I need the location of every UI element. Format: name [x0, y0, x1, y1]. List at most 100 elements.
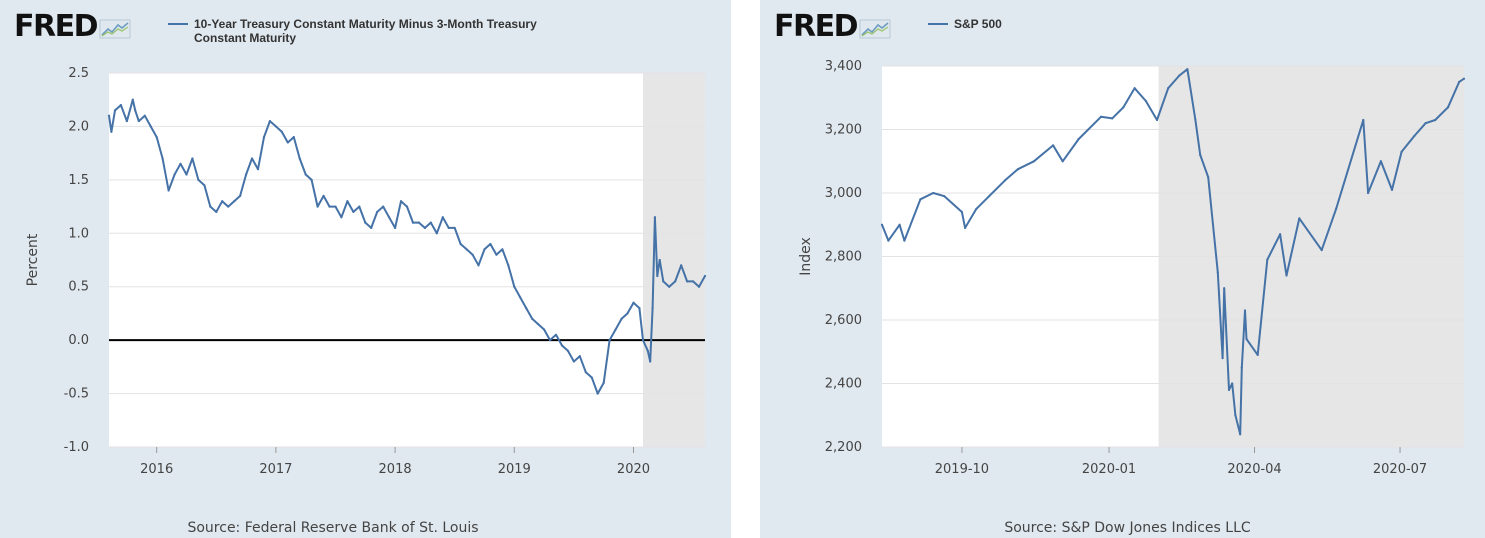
data-point: [903, 239, 906, 242]
data-point: [110, 130, 113, 133]
data-point: [328, 205, 331, 208]
data-point: [399, 200, 403, 203]
data-point: [651, 306, 654, 310]
y-tick-label: 3,200: [825, 123, 862, 138]
y-tick-label: -1.0: [64, 440, 89, 455]
x-tick-label: 2019: [498, 462, 531, 477]
data-point: [405, 205, 409, 208]
y-tick-label: -0.5: [64, 387, 89, 402]
data-point: [322, 194, 325, 197]
y-tick-label: 2,400: [825, 377, 862, 392]
y-tick-label: 2.0: [68, 119, 89, 134]
data-point: [1207, 176, 1210, 179]
data-point: [887, 239, 890, 242]
data-point: [501, 248, 504, 251]
data-point: [262, 136, 266, 139]
data-point: [1111, 117, 1114, 120]
data-point: [1186, 68, 1189, 71]
y-axis-title: Percent: [25, 233, 41, 286]
data-point: [1216, 271, 1219, 274]
legend-swatch: [168, 23, 188, 25]
data-point: [584, 371, 587, 374]
y-tick-label: 3,400: [825, 59, 862, 74]
data-point: [1099, 115, 1103, 118]
data-point: [703, 274, 707, 278]
data-point: [250, 157, 254, 160]
data-point: [919, 198, 922, 201]
data-point: [641, 339, 645, 342]
data-point: [477, 264, 480, 267]
data-point: [376, 210, 379, 214]
data-point: [602, 381, 605, 384]
data-point: [185, 173, 188, 176]
left-chart-panel: FRED 10-Year Treasury Constant Maturity …: [0, 0, 731, 538]
data-point: [646, 349, 649, 352]
data-point: [221, 200, 224, 203]
y-tick-label: 2,800: [825, 250, 862, 265]
data-point: [191, 157, 194, 160]
trend-graph-icon: [99, 19, 131, 39]
data-point: [626, 312, 629, 315]
data-point: [453, 226, 456, 230]
y-tick-label: 2.5: [68, 66, 89, 81]
data-point: [471, 253, 474, 256]
data-point: [1400, 150, 1403, 153]
data-point: [1167, 87, 1170, 90]
fred-logo: FRED: [774, 9, 859, 44]
data-point: [495, 253, 498, 256]
data-point: [566, 349, 570, 352]
y-tick-label: 2,600: [825, 313, 862, 328]
data-point: [304, 173, 307, 176]
data-point: [1243, 309, 1247, 312]
plot-area: [109, 73, 705, 447]
treasury-spread-chart: 2.5 2.0 1.5 1.0 0.5 0.0 -0.5 -1.0 2016 2017 2018 20…: [25, 66, 707, 477]
data-point: [1221, 357, 1224, 360]
data-point: [658, 258, 661, 262]
data-point: [519, 296, 522, 299]
data-point: [691, 280, 695, 283]
data-point: [358, 205, 361, 208]
fred-brand[interactable]: FRED: [774, 12, 891, 42]
data-point: [1458, 80, 1461, 83]
data-point: [608, 339, 611, 342]
data-point: [137, 119, 140, 123]
data-point: [1390, 188, 1394, 191]
data-point: [1178, 74, 1181, 77]
legend-label: S&P 500: [954, 17, 1002, 31]
data-point: [1366, 191, 1370, 195]
data-point: [167, 189, 170, 192]
x-tick-label: 2020-01: [1082, 462, 1136, 477]
data-point: [975, 207, 978, 210]
data-point: [1334, 207, 1338, 210]
recession-shading: [643, 73, 705, 447]
data-point: [1133, 87, 1136, 90]
data-point: [1462, 77, 1466, 80]
x-tick-label: 2020-04: [1227, 462, 1281, 477]
data-point: [1240, 366, 1243, 369]
data-point: [1285, 274, 1288, 277]
data-point: [542, 328, 546, 331]
data-point: [239, 194, 242, 197]
y-tick-label: 2,200: [825, 440, 862, 455]
data-point: [898, 223, 901, 226]
data-point: [531, 317, 534, 320]
data-point: [173, 173, 176, 176]
data-point: [1298, 217, 1301, 220]
data-point: [107, 114, 111, 117]
chart-legend: 10-Year Treasury Constant Maturity Minus…: [168, 17, 537, 45]
x-tick-label: 2020: [617, 462, 650, 477]
data-point: [483, 248, 486, 251]
data-point: [161, 157, 164, 160]
data-point: [334, 205, 337, 208]
data-point: [1379, 160, 1382, 163]
data-point: [614, 328, 617, 331]
fred-brand[interactable]: FRED: [14, 12, 131, 42]
data-point: [149, 125, 152, 128]
data-point: [215, 210, 218, 214]
data-point: [572, 360, 575, 363]
data-point: [560, 344, 564, 347]
y-tick-label: 0.5: [68, 280, 89, 295]
data-point: [411, 221, 415, 224]
data-point: [697, 285, 701, 288]
data-point: [964, 226, 967, 230]
